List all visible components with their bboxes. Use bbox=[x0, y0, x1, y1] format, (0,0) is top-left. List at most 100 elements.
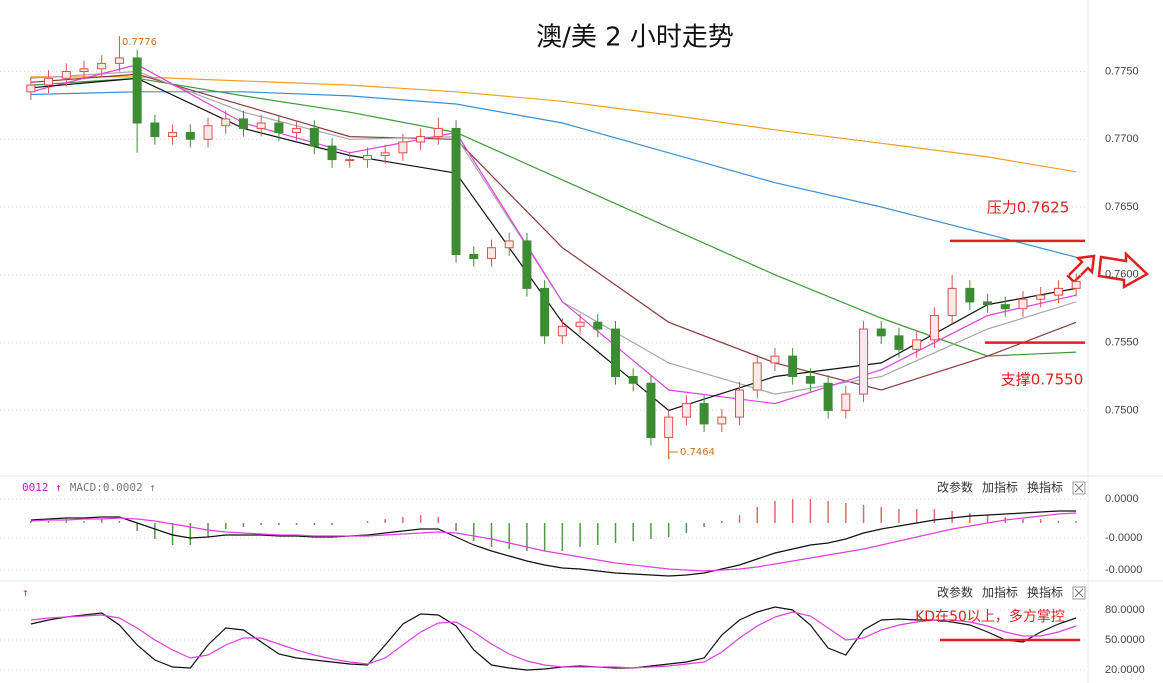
toolbar-button[interactable]: 改参数 bbox=[937, 480, 973, 495]
y-tick-label: 0.7650 bbox=[1105, 201, 1139, 213]
candle-body bbox=[841, 393, 851, 411]
candle-body bbox=[788, 355, 798, 377]
candle-body bbox=[611, 328, 621, 377]
candle-body bbox=[646, 382, 656, 438]
arrow-icon bbox=[1097, 251, 1150, 290]
candle-body bbox=[362, 155, 372, 161]
candle-body bbox=[433, 127, 443, 138]
y-tick-label: -0.0000 bbox=[1105, 532, 1142, 544]
indicator-label: 0012 ↑ bbox=[22, 481, 62, 494]
y-tick-label: -0.0000 bbox=[1105, 564, 1142, 576]
candle-body bbox=[292, 127, 302, 133]
level-label: KD在50以上，多方掌控 bbox=[915, 608, 1065, 625]
candle-body bbox=[238, 118, 248, 129]
toolbar-button[interactable]: 加指标 bbox=[982, 585, 1018, 600]
candle-body bbox=[1036, 294, 1046, 300]
candle-body bbox=[912, 339, 922, 350]
candle-body bbox=[752, 362, 762, 391]
toolbar-button[interactable]: 换指标 bbox=[1027, 585, 1063, 600]
candle-body bbox=[168, 132, 178, 138]
candle-body bbox=[894, 335, 904, 350]
candle-body bbox=[664, 416, 674, 438]
indicator-line bbox=[30, 76, 1077, 173]
toolbar-button[interactable]: 改参数 bbox=[937, 585, 973, 600]
candle-body bbox=[309, 127, 319, 147]
candle-body bbox=[486, 247, 496, 260]
y-tick-label: 80.0000 bbox=[1105, 604, 1145, 616]
annotation-leader bbox=[118, 36, 120, 43]
candle-body bbox=[150, 122, 160, 138]
candle-body bbox=[593, 321, 603, 330]
toolbar-button[interactable]: 换指标 bbox=[1027, 480, 1063, 495]
candle-body bbox=[557, 325, 567, 337]
candle-body bbox=[947, 287, 957, 316]
candle-body bbox=[540, 287, 550, 337]
candle-body bbox=[398, 141, 408, 154]
candle-body bbox=[44, 77, 54, 86]
toolbar-button[interactable]: 加指标 bbox=[982, 480, 1018, 495]
level-label: 支撑0.7550 bbox=[1001, 371, 1084, 389]
chart-title: 澳/美 2 小时走势 bbox=[536, 23, 734, 53]
candle-body bbox=[185, 132, 195, 140]
candle-body bbox=[805, 375, 815, 384]
y-tick-label: 20.0000 bbox=[1105, 664, 1145, 676]
candle-body bbox=[380, 152, 390, 157]
indicator-line bbox=[30, 510, 1077, 577]
y-tick-label: 0.0000 bbox=[1105, 493, 1139, 505]
arrow-icon bbox=[1066, 254, 1096, 284]
candle-body bbox=[97, 62, 107, 70]
candle-body bbox=[699, 403, 709, 425]
annotation: 0.7776 bbox=[122, 37, 157, 48]
candle-body bbox=[274, 122, 284, 133]
candle-body bbox=[522, 240, 532, 289]
candle-body bbox=[628, 375, 638, 384]
candle-body bbox=[221, 118, 231, 127]
y-tick-label: 0.7500 bbox=[1105, 404, 1139, 416]
candle-body bbox=[345, 159, 355, 162]
indicator-label: ↑ bbox=[22, 586, 29, 599]
candle-body bbox=[876, 328, 886, 337]
candle-body bbox=[929, 314, 939, 341]
y-tick-label: 0.7550 bbox=[1105, 336, 1139, 348]
y-tick-label: 50.0000 bbox=[1105, 634, 1145, 646]
indicator-label: MACD:0.0002 ↑ bbox=[70, 481, 156, 494]
candle-body bbox=[327, 145, 337, 161]
candle-body bbox=[61, 71, 71, 79]
indicator-line bbox=[30, 73, 1077, 391]
indicator-line bbox=[30, 611, 1077, 669]
annotation: 0.7464 bbox=[680, 447, 715, 458]
y-tick-label: 0.7600 bbox=[1105, 269, 1139, 281]
candle-body bbox=[26, 84, 36, 93]
y-tick-label: 0.7700 bbox=[1105, 133, 1139, 145]
indicator-line bbox=[30, 77, 1077, 412]
close-icon bbox=[1074, 483, 1084, 493]
candle-body bbox=[416, 136, 426, 143]
candle-body bbox=[965, 287, 975, 303]
candle-body bbox=[859, 328, 869, 395]
candle-body bbox=[1071, 281, 1081, 289]
close-icon bbox=[1074, 588, 1084, 598]
level-label: 压力0.7625 bbox=[987, 199, 1070, 217]
candle-body bbox=[575, 321, 585, 327]
indicator-line bbox=[30, 512, 1077, 572]
candle-body bbox=[823, 382, 833, 411]
candle-body bbox=[1018, 298, 1028, 310]
indicator-line bbox=[30, 77, 1077, 357]
candle-body bbox=[451, 127, 461, 255]
candle-body bbox=[469, 253, 479, 260]
candle-body bbox=[983, 301, 993, 306]
indicator-line bbox=[30, 606, 1077, 671]
candle-body bbox=[1053, 287, 1063, 296]
annotation-leader bbox=[668, 451, 678, 460]
candle-body bbox=[717, 416, 727, 425]
candle-body bbox=[79, 68, 89, 73]
indicator-line bbox=[30, 64, 1077, 405]
y-tick-label: 0.7750 bbox=[1105, 65, 1139, 77]
candle-body bbox=[132, 57, 142, 124]
candle-body bbox=[114, 57, 124, 64]
candle-body bbox=[770, 355, 780, 364]
indicator-line bbox=[30, 91, 1077, 258]
candle-body bbox=[681, 403, 691, 418]
candle-body bbox=[735, 389, 745, 418]
